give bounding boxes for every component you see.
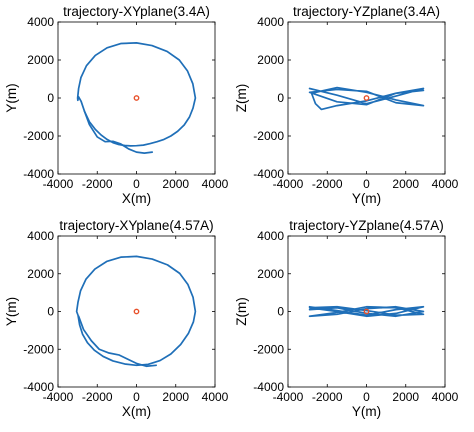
panel-2-xtick-label: 4000	[432, 177, 459, 191]
panel-1-ytick-label: 4000	[27, 15, 54, 29]
panel-2-xtick-label: -2000	[312, 177, 343, 191]
panel-4-title: trajectory-YZplane(4.57A)	[289, 218, 444, 233]
panel-2-plot-frame	[287, 21, 446, 175]
panel-4-xlabel: Y(m)	[352, 404, 381, 419]
panel-1-plot-frame	[57, 21, 216, 175]
panel-4-ytick-label: 0	[277, 305, 284, 319]
panel-1-series-2-line	[83, 110, 154, 154]
panel-4-xtick-label: 0	[363, 390, 370, 404]
panel-3-title: trajectory-XYplane(4.57A)	[59, 218, 213, 233]
panel-2-ytick-label: -2000	[253, 129, 284, 143]
panel-4-ylabel: Z(m)	[234, 297, 249, 325]
panel-2: -4000 -2000 0 2000 4000 -4000 -2000 0 2000 4000 tr…	[234, 4, 459, 206]
panel-1-xtick-label: -2000	[82, 177, 113, 191]
panel-3-ytick-label: -2000	[23, 342, 54, 356]
panel-1-ytick-label: 2000	[27, 53, 54, 67]
panel-4-ytick-label: -4000	[253, 380, 284, 394]
panel-1-xtick-label: -4000	[43, 177, 74, 191]
panel-4-xtick-label: 2000	[392, 390, 419, 404]
panel-2-series-1-line	[308, 86, 425, 111]
panel-4-ytick-label: -2000	[253, 342, 284, 356]
panel-1-xtick-label: 4000	[202, 177, 229, 191]
panel-4-center-marker	[363, 308, 370, 315]
panel-1-ytick-label: -4000	[23, 167, 54, 181]
panel-4-xtick-label: -4000	[273, 390, 304, 404]
panel-2-xtick-label: -4000	[273, 177, 304, 191]
panel-4: -4000 -2000 0 2000 4000 -4000 -2000 0 2000 4000 tr…	[234, 218, 459, 419]
panel-3-ytick-label: 2000	[27, 267, 54, 281]
panel-3-ylabel: Y(m)	[4, 297, 19, 326]
panel-1-ylabel: Y(m)	[4, 83, 19, 112]
panel-3-xtick-label: 4000	[202, 390, 229, 404]
panel-2-ytick-label: 0	[277, 91, 284, 105]
panel-2-xtick-label: 0	[363, 177, 370, 191]
panel-1-center-marker	[133, 95, 140, 101]
panel-3-ytick-label: 4000	[27, 229, 54, 243]
panel-3-xtick-label: -2000	[82, 390, 113, 404]
panel-2-xtick-label: 2000	[392, 177, 419, 191]
panel-2-ytick-label: 4000	[257, 15, 284, 29]
panel-3-xtick-label: -4000	[43, 390, 74, 404]
panel-3-series-2-line	[77, 315, 157, 368]
panel-1-xtick-label: 0	[133, 177, 140, 191]
panel-3-ytick-label: -4000	[23, 380, 54, 394]
panel-3-xtick-label: 0	[133, 390, 140, 404]
panel-4-xtick-label: 4000	[432, 390, 459, 404]
panel-1-xtick-label: 2000	[162, 177, 189, 191]
panel-4-ytick-label: 2000	[257, 267, 284, 281]
panel-3-center-marker	[133, 308, 140, 315]
panel-2-ytick-label: 2000	[257, 53, 284, 67]
panel-3-xtick-label: 2000	[162, 390, 189, 404]
panel-3-plot-frame	[57, 235, 216, 388]
panel-4-ytick-label: 4000	[257, 229, 284, 243]
panel-1-title: trajectory-XYplane(3.4A)	[63, 4, 210, 19]
panel-2-ytick-label: -4000	[253, 167, 284, 181]
panel-4-series-1-line	[308, 305, 425, 318]
panel-1: -4000 -2000 0 2000 4000 -4000 -2000 0 2000 4000 tr…	[4, 4, 229, 206]
panel-3-series-1-line	[75, 255, 197, 367]
panel-2-xlabel: Y(m)	[352, 191, 381, 206]
panel-2-ylabel: Z(m)	[234, 84, 249, 112]
panel-1-ytick-label: 0	[47, 91, 54, 105]
panel-3-xlabel: X(m)	[122, 404, 151, 419]
panel-3-ytick-label: 0	[47, 305, 54, 319]
panel-1-series-1-line	[76, 42, 197, 147]
panel-4-xtick-label: -2000	[312, 390, 343, 404]
panel-2-title: trajectory-YZplane(3.4A)	[293, 4, 440, 19]
panel-1-ytick-label: -2000	[23, 129, 54, 143]
panel-3: -4000 -2000 0 2000 4000 -4000 -2000 0 2000 4000 tr…	[4, 218, 229, 419]
panel-2-center-marker	[363, 95, 370, 101]
panel-1-xlabel: X(m)	[122, 191, 151, 206]
